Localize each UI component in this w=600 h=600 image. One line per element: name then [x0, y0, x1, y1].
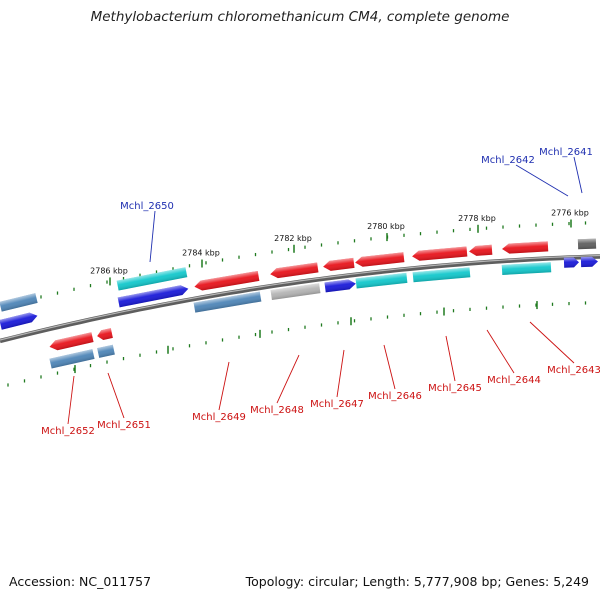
gene-label-bottom: Mchl_2647 [310, 399, 364, 410]
callout-line [276, 354, 300, 404]
tick-label: 2786 kbp [90, 266, 128, 275]
gene-arrow-mchl-2650b [117, 285, 189, 308]
gene-shine [0, 312, 38, 330]
gene-shine [502, 241, 549, 254]
accession-text: Accession: NC_011757 [9, 574, 152, 589]
gene-label-bottom: Mchl_2646 [368, 391, 422, 402]
callout-line [107, 372, 125, 419]
gene-label-bottom: Mchl_2652 [41, 426, 95, 437]
callout-line [218, 361, 230, 411]
map-title: Methylobacterium chloromethanicum CM4, c… [90, 9, 510, 25]
gene-shine [412, 267, 471, 283]
gene-arrow-left-steel [0, 293, 38, 312]
gene-shine [270, 262, 319, 279]
gene-arrow-mchl-2641 [577, 238, 597, 250]
callout-line [149, 210, 156, 263]
genome-summary-text: Topology: circular; Length: 5,777,908 bp… [245, 574, 589, 589]
backbone-layer [0, 254, 600, 344]
callout-line [515, 164, 569, 197]
gene-arrow-mchl-2649b [193, 291, 262, 313]
callout-line [67, 375, 75, 425]
backbone-line [0, 254, 600, 344]
gene-shine [49, 349, 95, 369]
gene-shine [193, 291, 262, 313]
gene-shine [323, 257, 355, 271]
callout-line [529, 321, 575, 364]
gene-shine [117, 285, 189, 308]
gene-shine [97, 328, 113, 340]
gene-arrow-mchl-2651b [97, 344, 115, 358]
gene-arrow-mchl-2648 [270, 262, 319, 279]
gene-arrow-mchl-2652b [49, 349, 95, 369]
gene-shine [0, 293, 38, 312]
tick-layer: 2786 kbp 2784 kbp 2782 kbp 2780 kbp 2778 kbp… [7, 209, 589, 387]
gene-layer [0, 238, 598, 369]
gene-shine [324, 279, 356, 293]
gene-shine [270, 283, 321, 301]
label-layer: Mchl_2641 Mchl_2642 Mchl_2650 Mchl_2643 Mchl… [41, 147, 600, 437]
gene-shine [501, 262, 552, 275]
tick-label: 2780 kbp [367, 222, 405, 231]
gene-label-bottom: Mchl_2645 [428, 383, 482, 394]
gene-label-bottom: Mchl_2643 [547, 365, 600, 376]
gene-shine [469, 244, 493, 256]
gene-arrow-mchl-2647 [323, 257, 355, 271]
gene-shine [194, 270, 260, 291]
gene-label-top: Mchl_2641 [539, 147, 593, 158]
gene-arrow-mchl-2646 [355, 252, 405, 267]
gene-shine [577, 238, 597, 250]
gene-arrow-mchl-2643 [502, 241, 549, 254]
gene-arrow-mchl-2647b [324, 279, 356, 293]
gene-arrow-mchl-2645b [412, 267, 471, 283]
callout-line [383, 344, 396, 390]
tick-label: 2782 kbp [274, 234, 312, 243]
backbone-highlight [0, 254, 600, 341]
gene-arrow-mchl-2649 [194, 270, 260, 291]
gene-label-bottom: Mchl_2651 [97, 420, 151, 431]
gene-shine [580, 256, 598, 268]
gene-label-bottom: Mchl_2644 [487, 375, 541, 386]
gene-arrow-mchl-2648b [270, 283, 321, 301]
tick-label: 2778 kbp [458, 214, 496, 223]
gene-shine [355, 272, 408, 289]
callout-line [445, 335, 456, 382]
gene-arrow-mchl-2642 [563, 257, 579, 268]
tick-label: 2776 kbp [551, 209, 589, 218]
gene-arrow-mchl-2643b [501, 262, 552, 275]
gene-arrow-mchl-2652 [49, 332, 94, 351]
gene-arrow-mchl-2641b [580, 256, 598, 268]
gene-label-top: Mchl_2642 [481, 155, 535, 166]
gene-shine [355, 252, 405, 267]
gene-shine [412, 246, 468, 261]
callout-line [573, 156, 583, 194]
gene-label-bottom: Mchl_2649 [192, 412, 246, 423]
gene-label-bottom: Mchl_2648 [250, 405, 304, 416]
callout-line [336, 349, 345, 398]
gene-arrow-left-blue [0, 312, 38, 330]
gene-arrow-mchl-2651 [97, 328, 113, 340]
gene-shine [97, 344, 115, 358]
gene-arrow-mchl-2650 [116, 267, 188, 291]
gene-shine [563, 257, 579, 268]
gene-arrow-mchl-2644 [469, 244, 493, 256]
callout-line [486, 329, 515, 374]
gene-shine [49, 332, 94, 351]
gene-shine [116, 267, 188, 291]
tick-label: 2784 kbp [182, 249, 220, 258]
gene-label-top: Mchl_2650 [120, 201, 174, 212]
gene-arrow-mchl-2646b [355, 272, 408, 289]
gene-arrow-mchl-2645 [412, 246, 468, 261]
